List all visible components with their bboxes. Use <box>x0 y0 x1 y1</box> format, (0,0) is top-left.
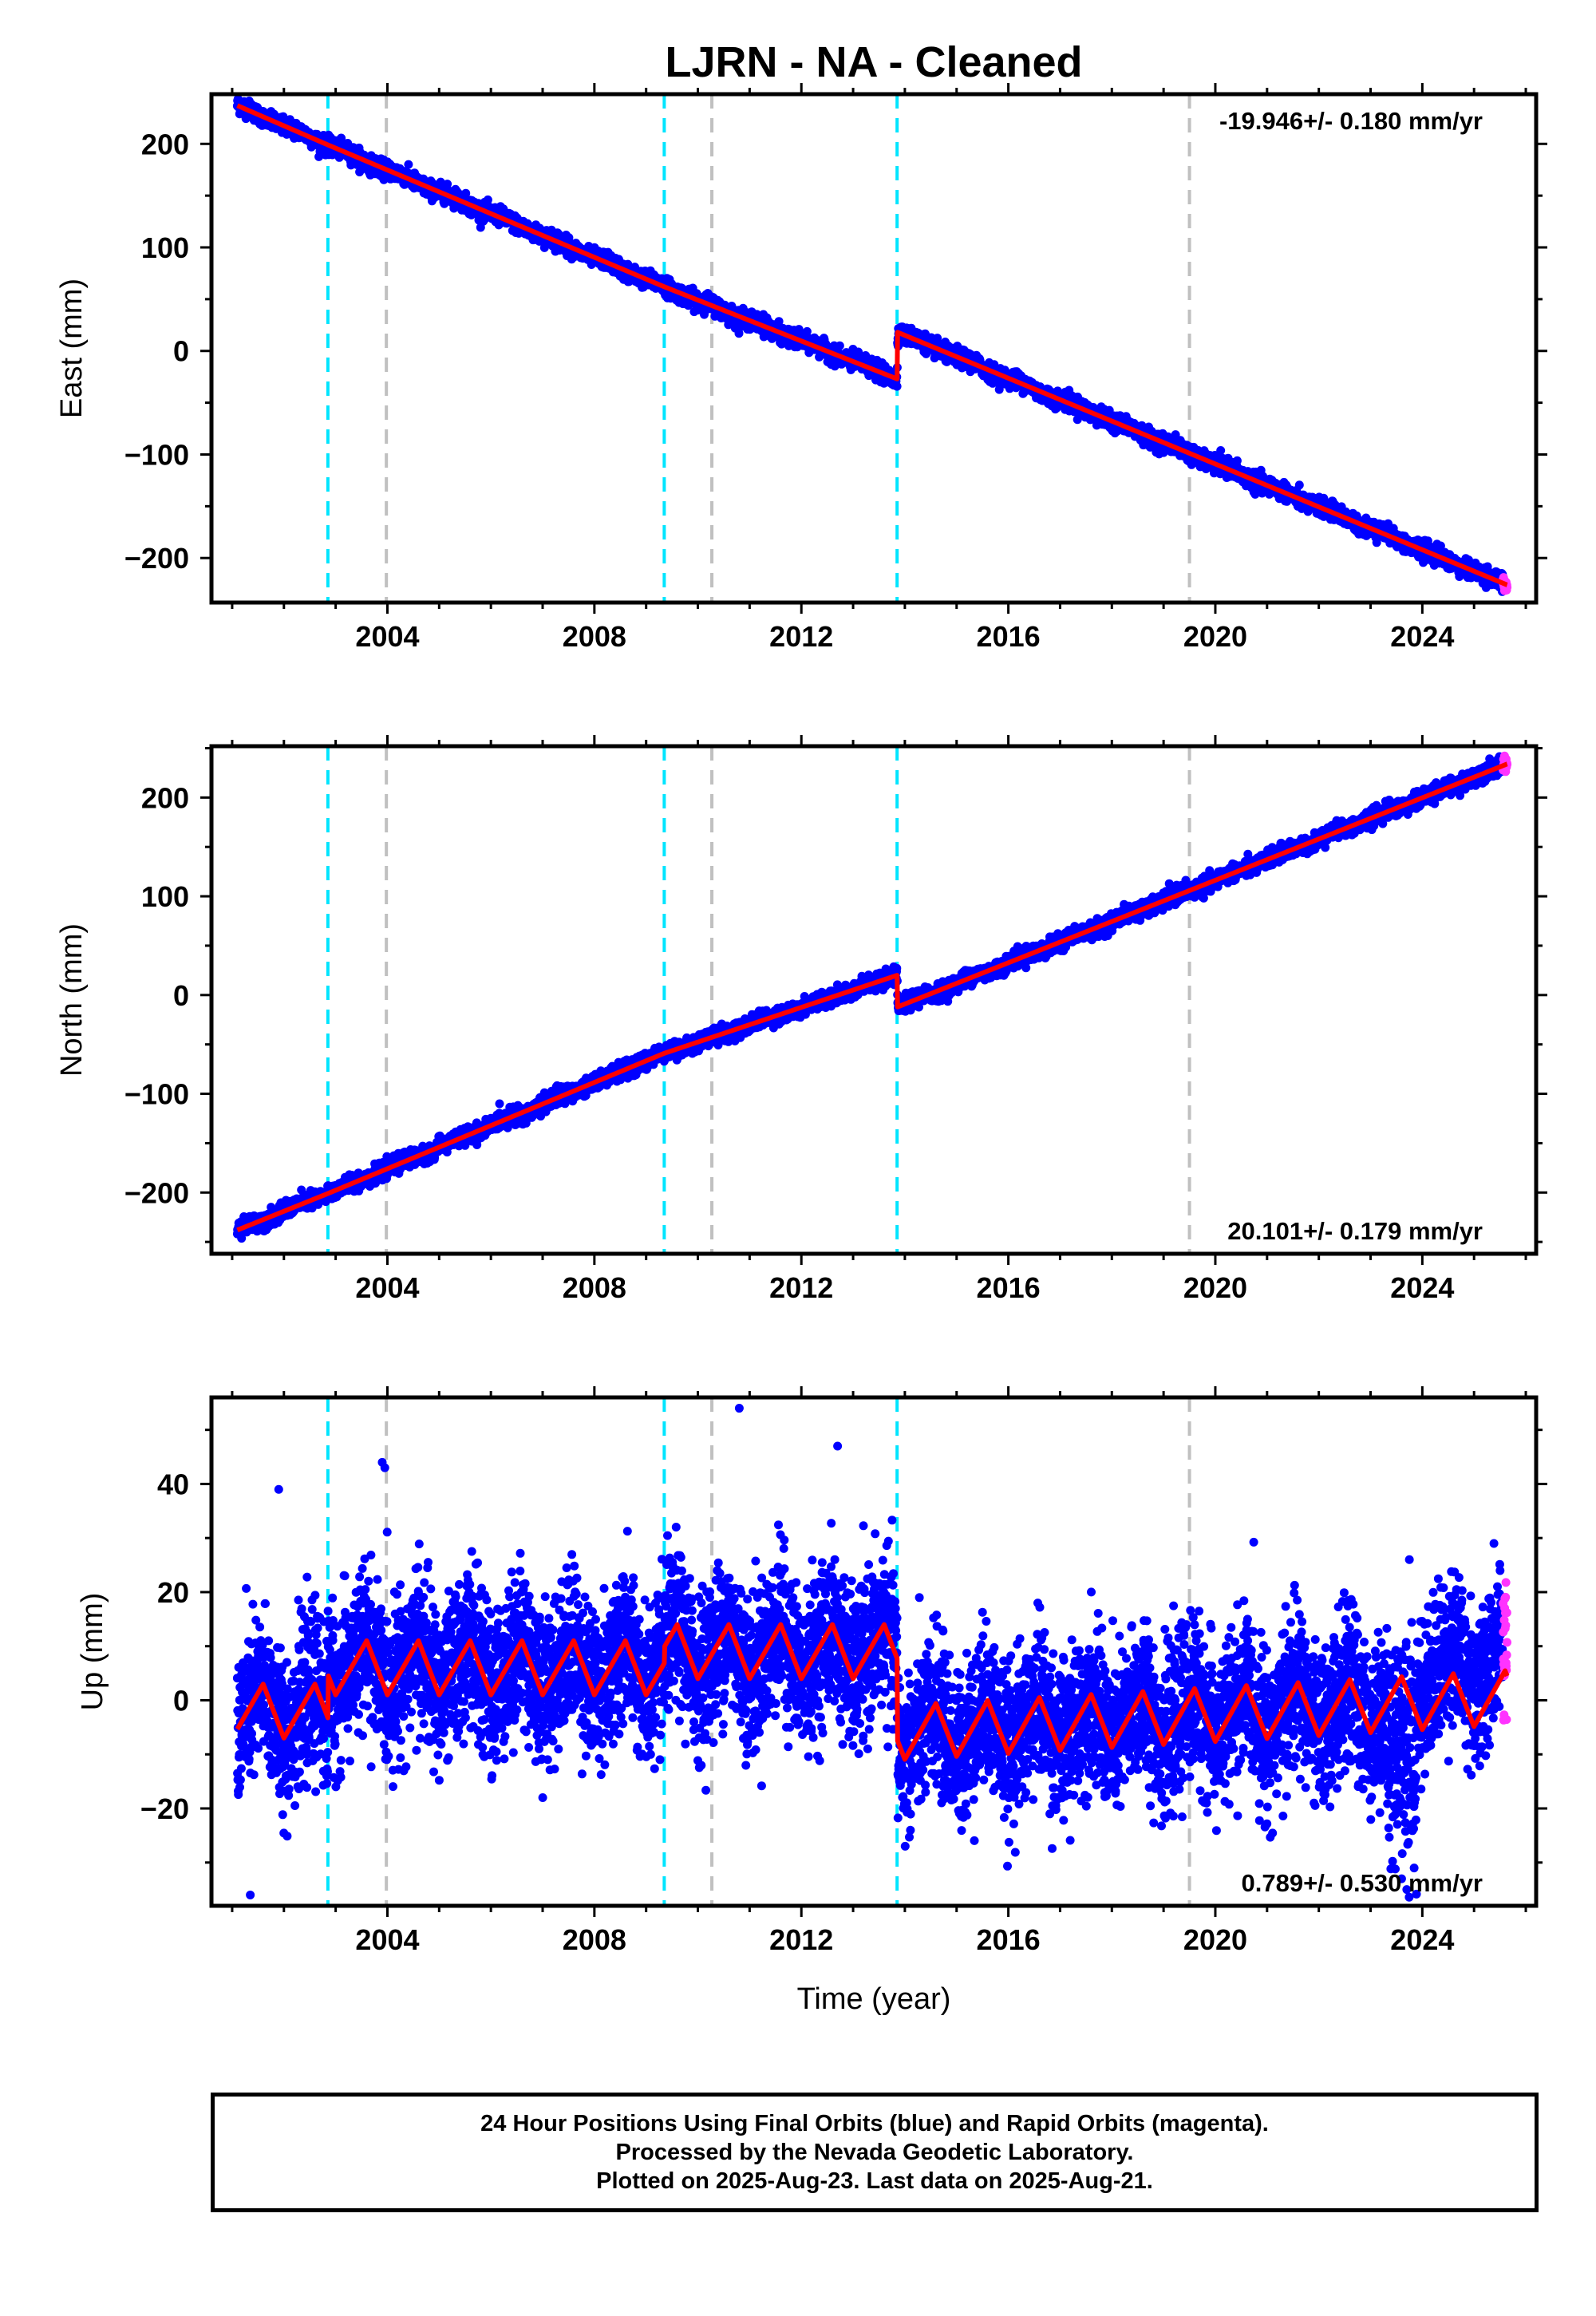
final-orbit-point <box>835 341 844 350</box>
final-orbit-point <box>404 160 413 169</box>
chart-title: LJRN - NA - Cleaned <box>665 38 1082 86</box>
daily-positions-east <box>232 94 1512 596</box>
final-orbit-point <box>892 381 902 391</box>
panel-east: 2004 2008 2012 2016 2020 20242001000−100−200E… <box>55 83 1547 653</box>
final-orbit-point <box>337 133 346 143</box>
final-orbit-point <box>1216 446 1226 455</box>
final-orbit-point <box>355 168 365 176</box>
final-orbit-point <box>461 188 471 198</box>
plot-area <box>232 94 1512 603</box>
final-orbit-point <box>483 195 492 204</box>
final-orbit-point <box>1294 480 1304 490</box>
panels-layer: 2004 2008 2012 2016 2020 20242001000−100−200E… <box>55 83 1547 1956</box>
final-orbit-point <box>1232 456 1242 465</box>
